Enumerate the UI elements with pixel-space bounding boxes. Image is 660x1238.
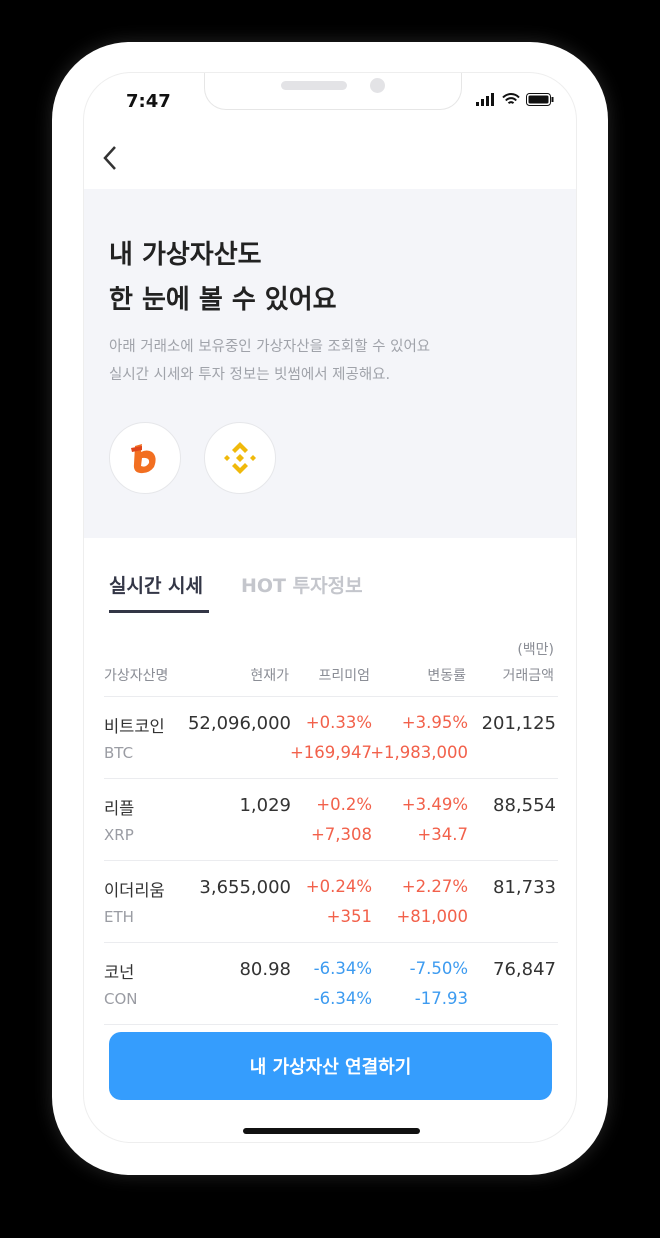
asset-name: 리플 (104, 799, 135, 818)
status-icons (476, 93, 554, 106)
table-row[interactable]: 코넌 CON 80.98 -6.34% -6.34% -7.50% -17.93… (104, 942, 558, 1024)
current-price: 3,655,000 (199, 877, 291, 898)
current-price: 1,029 (239, 795, 291, 816)
trade-volume: 76,847 (493, 959, 556, 980)
col-header-name: 가상자산명 (104, 668, 169, 684)
change-rate: +3.49% (401, 795, 468, 814)
title-line: 내 가상자산도 (109, 240, 262, 270)
change-amount: +34.7 (417, 825, 468, 844)
tab-hot-info[interactable]: HOT 투자정보 (241, 575, 363, 597)
trade-volume: 88,554 (493, 795, 556, 816)
col-header-change: 변동률 (427, 668, 466, 684)
binance-logo-icon (224, 442, 256, 474)
trade-volume: 81,733 (493, 877, 556, 898)
home-indicator[interactable] (243, 1128, 420, 1134)
premium-amount: +169,947 (289, 743, 372, 762)
divider (104, 1024, 558, 1025)
table-row[interactable]: 리플 XRP 1,029 +0.2% +7,308 +3.49% +34.7 8… (104, 778, 558, 860)
tab-realtime-price[interactable]: 실시간 시세 (109, 575, 204, 597)
table-row[interactable]: 이더리움 ETH 3,655,000 +0.24% +351 +2.27% +8… (104, 860, 558, 942)
asset-name: 비트코인 (104, 717, 165, 736)
asset-symbol: CON (104, 990, 138, 1008)
change-rate: -7.50% (409, 959, 468, 978)
premium-amount: -6.34% (313, 989, 372, 1008)
wifi-icon (502, 93, 520, 105)
change-amount: +81,000 (396, 907, 468, 926)
bithumb-logo-icon (131, 444, 156, 474)
desc-line: 실시간 시세와 투자 정보는 빗썸에서 제공해요. (109, 367, 391, 383)
signal-icon (476, 93, 494, 106)
binance-logo-button[interactable] (204, 422, 276, 494)
chevron-left-icon (103, 146, 116, 170)
asset-symbol: XRP (104, 826, 134, 844)
premium-rate: +0.24% (305, 877, 372, 896)
premium-amount: +7,308 (310, 825, 372, 844)
asset-symbol: ETH (104, 908, 134, 926)
change-amount: -17.93 (414, 989, 468, 1008)
table-row[interactable]: 비트코인 BTC 52,096,000 +0.33% +169,947 +3.9… (104, 696, 558, 778)
bithumb-logo-button[interactable] (109, 422, 181, 494)
asset-name: 이더리움 (104, 881, 165, 900)
speaker (281, 81, 347, 90)
premium-rate: +0.33% (305, 713, 372, 732)
back-button[interactable] (102, 145, 118, 178)
current-price: 52,096,000 (187, 713, 291, 734)
col-header-price: 현재가 (250, 668, 289, 684)
change-amount: +1,983,000 (370, 743, 468, 762)
camera (370, 78, 385, 93)
connect-assets-button[interactable]: 내 가상자산 연결하기 (109, 1032, 552, 1100)
premium-amount: +351 (326, 907, 372, 926)
premium-rate: +0.2% (316, 795, 372, 814)
change-rate: +3.95% (401, 713, 468, 732)
col-header-premium: 프리미엄 (318, 668, 370, 684)
trade-volume: 201,125 (481, 713, 556, 734)
change-rate: +2.27% (401, 877, 468, 896)
col-header-volume: 거래금액 (502, 668, 554, 684)
unit-label: (백만) (517, 642, 554, 658)
current-price: 80.98 (239, 959, 291, 980)
active-tab-indicator (109, 610, 209, 613)
desc-line: 아래 거래소에 보유중인 가상자산을 조회할 수 있어요 (109, 339, 431, 355)
title-line: 한 눈에 볼 수 있어요 (109, 285, 337, 315)
notch (204, 73, 462, 110)
asset-name: 코넌 (104, 963, 135, 982)
premium-rate: -6.34% (313, 959, 372, 978)
battery-icon (526, 93, 554, 106)
asset-symbol: BTC (104, 744, 134, 762)
status-time: 7:47 (126, 91, 171, 112)
